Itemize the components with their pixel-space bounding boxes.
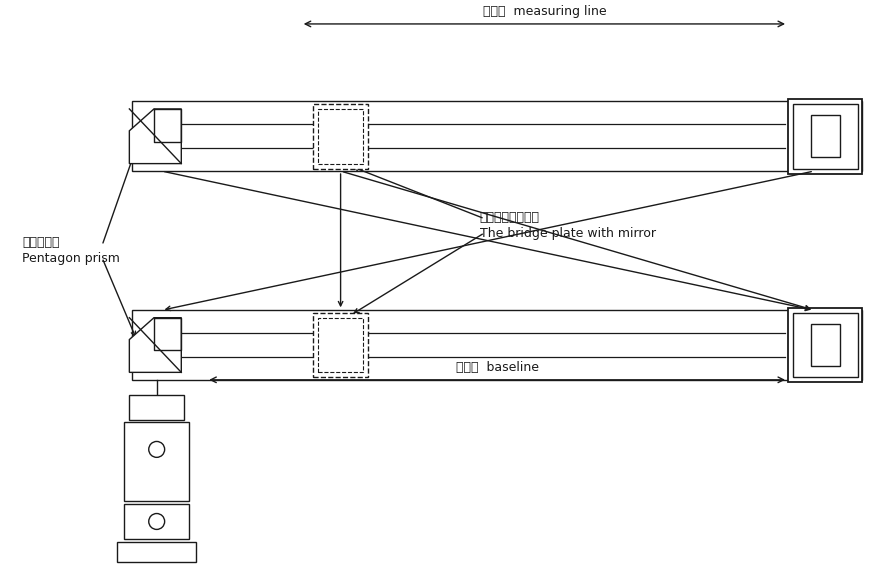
Polygon shape [130, 109, 182, 164]
Text: 装有反光镜的板桥: 装有反光镜的板桥 [480, 211, 540, 224]
Text: 测量线  measuring line: 测量线 measuring line [482, 5, 606, 18]
Bar [117, 542, 197, 562]
Bar [130, 395, 184, 419]
Bar [131, 102, 863, 171]
Text: The bridge plate with mirror: The bridge plate with mirror [480, 227, 656, 239]
Polygon shape [130, 318, 182, 373]
Bar [793, 312, 857, 377]
Bar [788, 99, 863, 173]
Text: Pentagon prism: Pentagon prism [23, 252, 120, 265]
Text: 基准线  baseline: 基准线 baseline [456, 361, 539, 374]
Text: 直角转向镜: 直角转向镜 [23, 236, 60, 249]
Bar [811, 115, 840, 157]
Bar [124, 422, 189, 501]
Bar [318, 318, 363, 373]
Bar [313, 104, 368, 169]
Bar [788, 308, 863, 383]
Bar [131, 310, 863, 380]
Bar [811, 324, 840, 366]
Bar [124, 504, 189, 539]
Bar [793, 104, 857, 169]
Bar [313, 312, 368, 377]
Bar [318, 109, 363, 164]
